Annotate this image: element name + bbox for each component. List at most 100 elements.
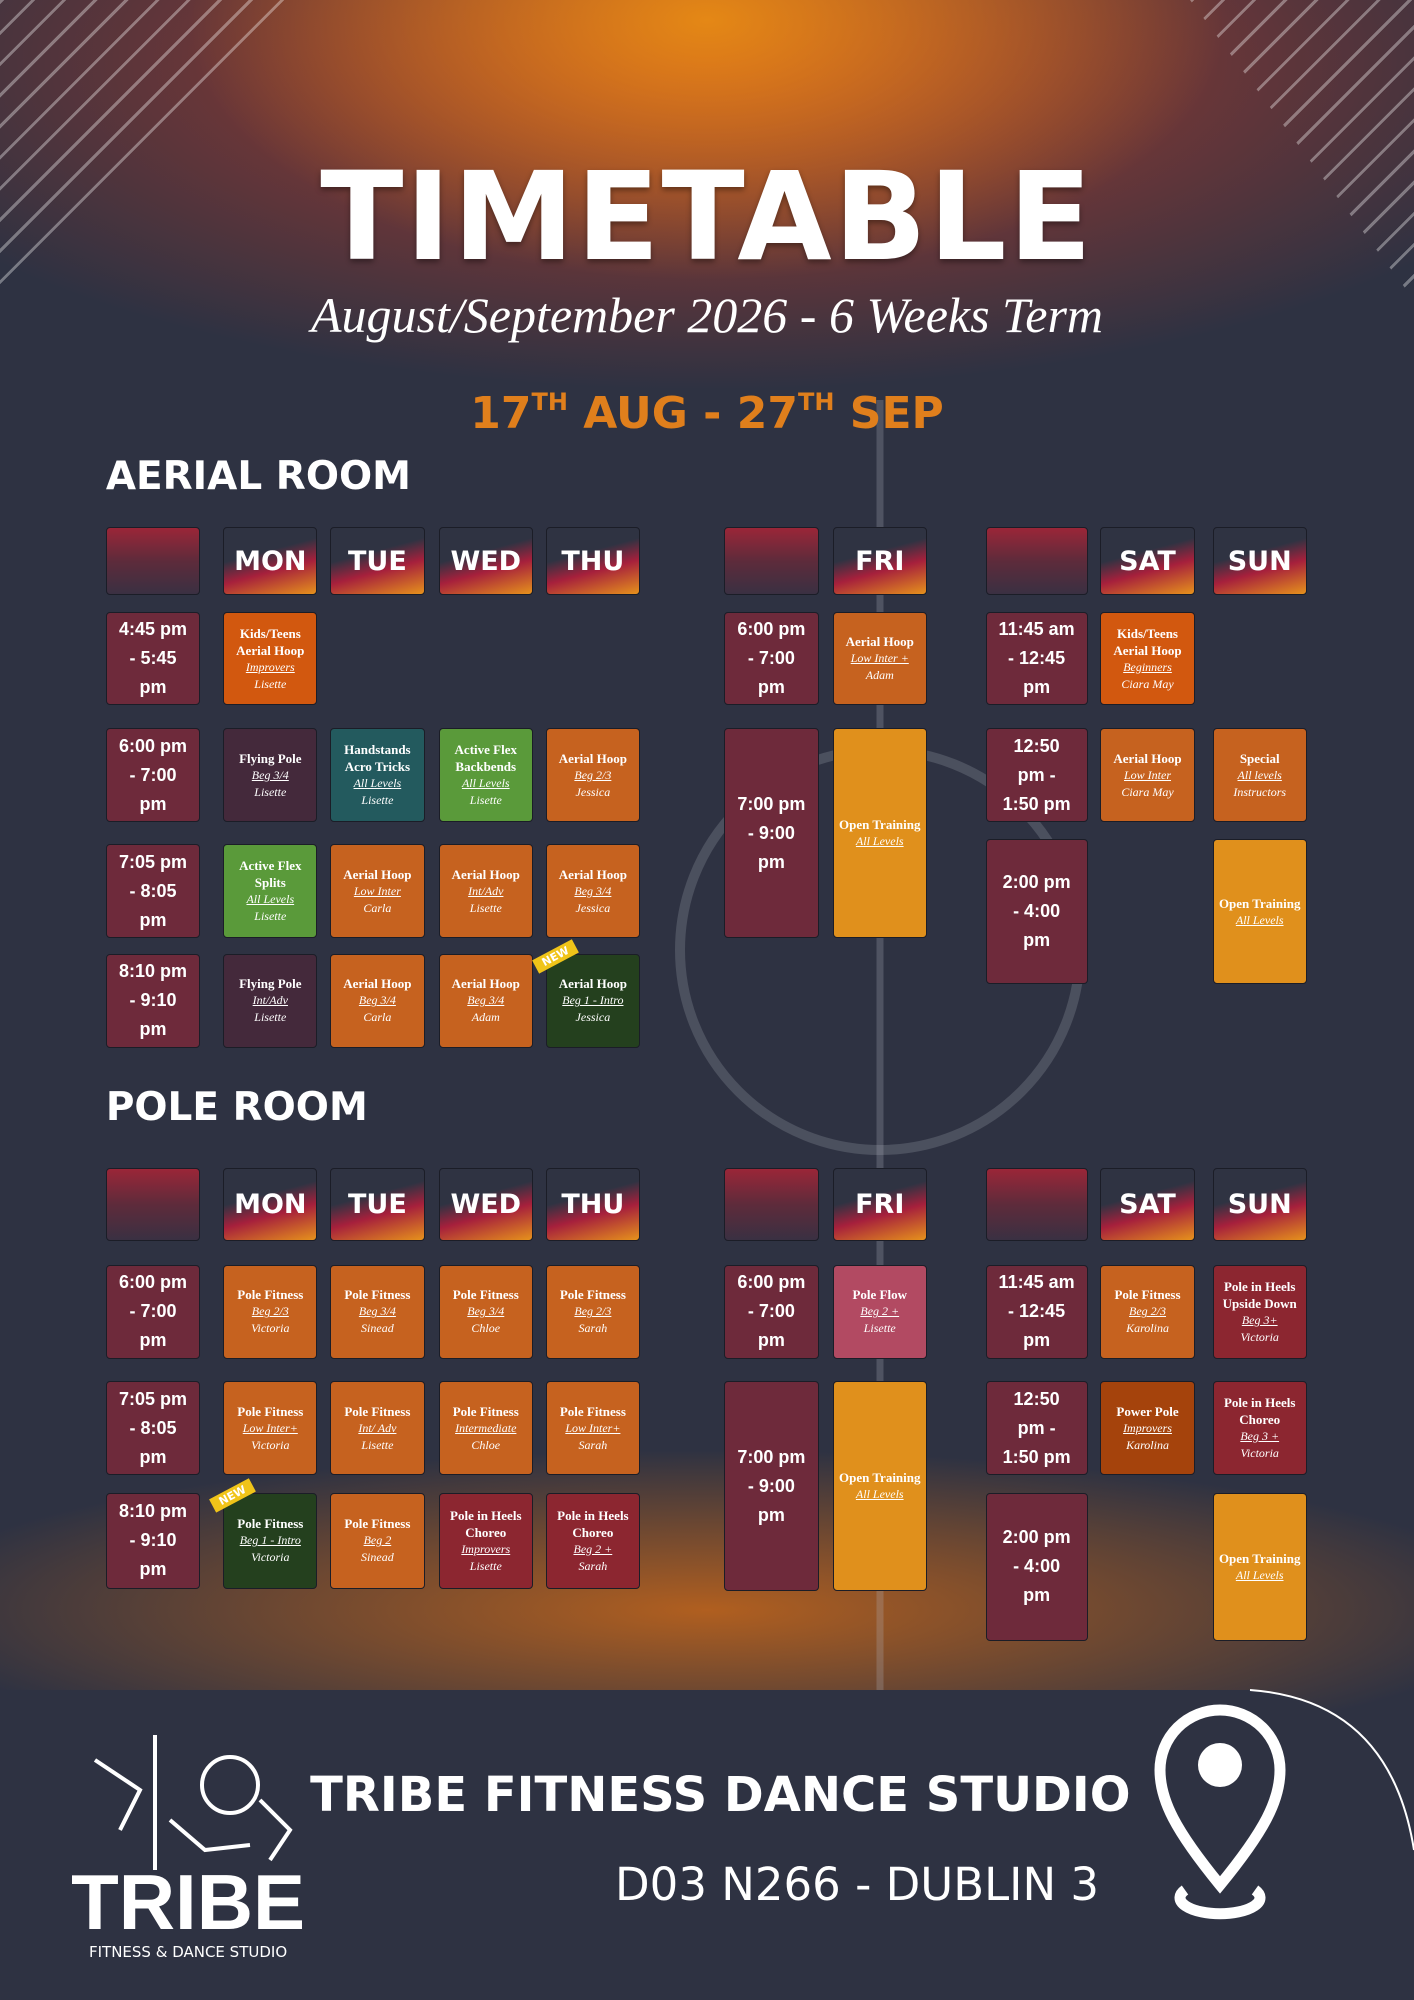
logo-tagline: FITNESS & DANCE STUDIO xyxy=(89,1942,288,1961)
class-title: Pole in Heels Choreo xyxy=(450,1507,522,1540)
class-instructor: Lisette xyxy=(361,793,394,808)
class-instructor: Victoria xyxy=(1240,1446,1279,1461)
class-cell: Pole Fitness Beg 2/3 Victoria xyxy=(223,1264,318,1360)
room-title: AERIAL ROOM xyxy=(105,453,411,499)
class-level: Int/ Adv xyxy=(358,1420,397,1435)
class-level: All Levels xyxy=(855,834,904,849)
class-instructor: Adam xyxy=(865,668,894,683)
time-cell: 4:45 pm - 5:45 pm xyxy=(105,612,201,706)
class-instructor: Carla xyxy=(363,900,392,915)
time-label: 6:00 pm - 7:00 pm xyxy=(118,735,187,814)
time-header xyxy=(724,1167,819,1241)
class-instructor: Lisette xyxy=(361,1437,394,1452)
time-cell: 7:00 pm - 9:00 pm xyxy=(724,728,819,939)
time-label: 11:45 am - 12:45 pm xyxy=(998,619,1075,698)
time-label: 2:00 pm - 4:00 pm xyxy=(1002,872,1071,951)
day-header: MON xyxy=(223,1167,318,1241)
time-label: 12:50 pm - 1:50 pm xyxy=(1002,1388,1071,1467)
class-level: All Levels xyxy=(246,892,295,907)
time-cell: 12:50 pm - 1:50 pm xyxy=(985,728,1088,823)
title: TIMETABLE xyxy=(320,145,1094,288)
date-start_month: AUG xyxy=(583,388,688,440)
time-cell: 12:50 pm - 1:50 pm xyxy=(985,1380,1088,1476)
class-title: Open Training xyxy=(1218,895,1301,911)
time-label: 6:00 pm - 7:00 pm xyxy=(118,1272,187,1351)
class-title: Aerial Hoop xyxy=(343,866,412,882)
class-cell: Special All levels Instructors xyxy=(1212,728,1307,823)
class-title: Pole in Heels Upside Down xyxy=(1222,1278,1297,1311)
class-level: Beg 3/4 xyxy=(467,993,505,1008)
time-label: 7:00 pm - 9:00 pm xyxy=(737,1446,806,1525)
class-instructor: Chloe xyxy=(471,1437,501,1452)
class-title: Active Flex Splits xyxy=(239,858,302,891)
day-header: TUE xyxy=(330,526,425,596)
class-cell: Active Flex Splits All Levels Lisette xyxy=(223,844,318,939)
time-header xyxy=(985,526,1088,596)
time-cell: 6:00 pm - 7:00 pm xyxy=(724,612,819,706)
logo-name: TRIBE xyxy=(71,1857,306,1946)
day-header: MON xyxy=(223,526,318,596)
class-level: Beg 2/3 xyxy=(574,767,612,782)
time-cell: 11:45 am - 12:45 pm xyxy=(985,1264,1088,1360)
date-separator: - xyxy=(703,388,722,440)
class-instructor: Karolina xyxy=(1126,1437,1169,1452)
class-cell: Pole Fitness Beg 2/3 Sarah xyxy=(545,1264,641,1360)
time-cell: 7:05 pm - 8:05 pm xyxy=(105,1380,201,1476)
date-start_day: 17 xyxy=(470,388,532,440)
class-level: Improvers xyxy=(245,659,295,674)
class-instructor: Jessica xyxy=(575,784,611,799)
class-cell: Flying Pole Int/Adv Lisette xyxy=(223,953,318,1049)
class-cell: Aerial Hoop Low Inter + Adam xyxy=(832,612,927,706)
class-instructor: Adam xyxy=(471,1010,500,1025)
time-label: 4:45 pm - 5:45 pm xyxy=(118,619,187,698)
class-cell: Open Training All Levels xyxy=(832,1380,927,1592)
class-title: Pole Fitness xyxy=(452,1403,519,1419)
class-instructor: Lisette xyxy=(469,793,502,808)
day-header: SAT xyxy=(1100,526,1195,596)
day-header: WED xyxy=(438,1167,533,1241)
class-title: Aerial Hoop xyxy=(845,634,914,650)
class-title: Active Flex Backbends xyxy=(454,742,517,775)
class-level: Beg 1 - Intro xyxy=(239,1533,301,1548)
class-cell: Aerial Hoop Low Inter Carla xyxy=(330,844,425,939)
class-level: Beg 3/4 xyxy=(358,1304,396,1319)
class-title: Special xyxy=(1239,750,1280,766)
class-title: Aerial Hoop xyxy=(451,976,520,992)
location-pin xyxy=(1154,1704,1286,1920)
class-level: Low Inter+ xyxy=(242,1420,298,1435)
class-level: Beg 2 xyxy=(363,1533,392,1548)
time-label: 12:50 pm - 1:50 pm xyxy=(1002,735,1071,814)
class-cell: Pole Fitness Beg 1 - Intro Victoria xyxy=(223,1493,318,1589)
time-label: 6:00 pm - 7:00 pm xyxy=(737,619,806,698)
class-title: Aerial Hoop xyxy=(558,976,627,992)
class-cell: Open Training All Levels xyxy=(1212,1493,1307,1641)
class-instructor: Lisette xyxy=(254,1010,287,1025)
class-level: Improvers xyxy=(1123,1420,1172,1435)
day-header: FRI xyxy=(832,1167,927,1241)
class-title: Pole Fitness xyxy=(237,1287,304,1303)
class-title: Aerial Hoop xyxy=(558,750,627,766)
class-cell: Pole Fitness Low Inter+ Victoria xyxy=(223,1380,318,1476)
dates: 17TH AUG - 27TH SEP xyxy=(0,372,1414,439)
time-label: 11:45 am - 12:45 pm xyxy=(998,1272,1075,1351)
class-level: All Levels xyxy=(855,1487,904,1502)
class-instructor: Ciara May xyxy=(1121,784,1174,799)
time-cell: 2:00 pm - 4:00 pm xyxy=(985,838,1088,985)
class-level: Low Inter + xyxy=(850,651,909,666)
class-cell: Aerial Hoop Beg 1 - Intro Jessica xyxy=(545,953,641,1049)
class-cell: Kids/Teens Aerial Hoop Improvers Lisette xyxy=(223,612,318,706)
class-instructor: Jessica xyxy=(575,1010,611,1025)
class-title: Pole in Heels Choreo xyxy=(1223,1395,1296,1428)
class-title: Pole Fitness xyxy=(559,1287,626,1303)
date-end_day: 27 xyxy=(736,388,798,440)
day-header: TUE xyxy=(330,1167,425,1241)
room-title: POLE ROOM xyxy=(105,1084,368,1130)
date-start_suffix: TH xyxy=(531,388,568,417)
class-level: Beg 3+ xyxy=(1241,1312,1278,1327)
class-instructor: Victoria xyxy=(1240,1329,1279,1344)
time-cell: 8:10 pm - 9:10 pm xyxy=(105,953,201,1049)
class-instructor: Lisette xyxy=(863,1321,896,1336)
class-cell: Power Pole Improvers Karolina xyxy=(1100,1380,1195,1476)
class-level: Beg 1 - Intro xyxy=(562,993,624,1008)
